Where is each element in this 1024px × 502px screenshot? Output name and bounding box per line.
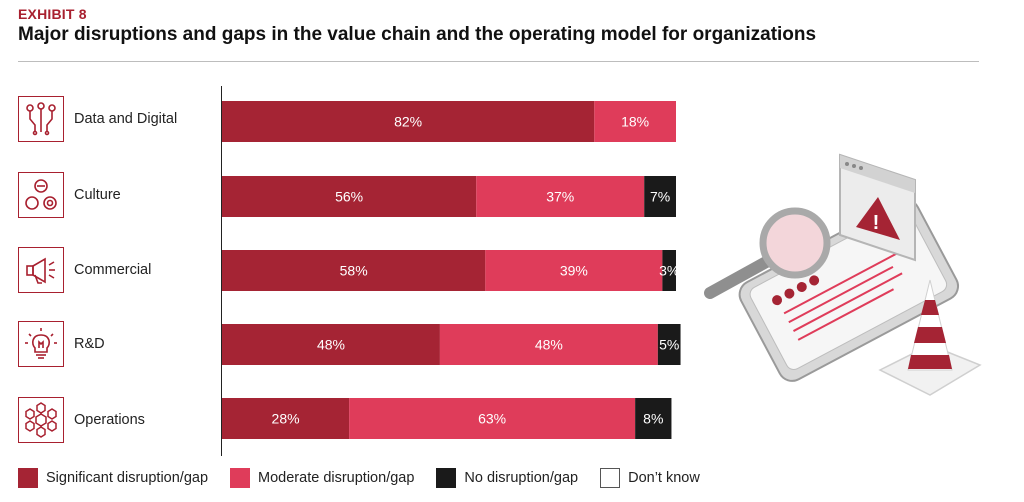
circuit-icon <box>18 96 64 142</box>
row-label-text: Operations <box>74 412 145 428</box>
row-label-culture: Culture <box>18 171 121 219</box>
bar-moderate <box>594 101 676 142</box>
megaphone-icon <box>18 247 64 293</box>
bar-moderate <box>439 324 658 365</box>
data-label: 18% <box>621 114 649 130</box>
bar-significant <box>222 250 486 291</box>
legend-item-moderate: Moderate disruption/gap <box>230 468 414 488</box>
legend-swatch <box>18 468 38 488</box>
row-label-rnd: R&D <box>18 320 105 368</box>
hexagon-network-icon <box>18 397 64 443</box>
bar-none <box>644 176 676 217</box>
svg-text:!: ! <box>873 212 880 234</box>
row-label-text: Culture <box>74 187 121 203</box>
title-divider <box>18 61 979 62</box>
chart-title: Major disruptions and gaps in the value … <box>18 24 817 45</box>
bar-none <box>662 250 676 291</box>
bar-moderate <box>485 250 663 291</box>
legend-item-dont-know: Don’t know <box>600 468 700 488</box>
phone-warning-illustration: ! <box>704 153 982 396</box>
y-axis-line <box>221 86 222 456</box>
data-label: 39% <box>560 263 588 279</box>
bar-significant <box>222 324 440 365</box>
legend-label: No disruption/gap <box>464 470 579 486</box>
legend-swatch <box>600 468 621 488</box>
data-label: 48% <box>535 337 563 353</box>
legend-label: Don’t know <box>628 470 700 486</box>
data-label: 56% <box>335 189 363 205</box>
data-label: 5% <box>659 337 679 353</box>
legend-item-none: No disruption/gap <box>436 468 578 488</box>
bar-significant <box>222 176 477 217</box>
row-label-text: Commercial <box>74 262 152 278</box>
data-label: 58% <box>340 263 368 279</box>
legend-label: Significant disruption/gap <box>46 470 209 486</box>
bar-moderate <box>476 176 645 217</box>
data-label: 37% <box>546 189 574 205</box>
row-label-text: Data and Digital <box>74 111 178 127</box>
bar-none <box>657 324 681 365</box>
bar-moderate <box>349 398 636 439</box>
data-label: 63% <box>478 411 506 427</box>
bar-significant <box>222 398 350 439</box>
exhibit-number: EXHIBIT 8 <box>18 6 87 22</box>
row-label-text: R&D <box>74 336 105 352</box>
bar-significant <box>222 101 595 142</box>
data-label: 8% <box>643 411 663 427</box>
data-label: 7% <box>650 189 670 205</box>
legend-swatch <box>230 468 251 488</box>
lightbulb-icon <box>18 321 64 367</box>
legend-label: Moderate disruption/gap <box>258 470 415 486</box>
traffic-cone-shape <box>878 279 982 396</box>
chart-legend: Significant disruption/gap Moderate disr… <box>18 468 722 488</box>
warning-window-shape: ! <box>839 153 916 262</box>
data-label: 82% <box>394 114 422 130</box>
legend-swatch <box>436 468 457 488</box>
data-label: 28% <box>272 411 300 427</box>
row-label-commercial: Commercial <box>18 246 151 294</box>
magnifier-shape <box>704 207 831 299</box>
people-circles-icon <box>18 172 64 218</box>
row-label-operations: Operations <box>18 396 145 444</box>
row-label-data-digital: Data and Digital <box>18 95 177 143</box>
data-label: 48% <box>317 337 345 353</box>
bar-none <box>635 398 672 439</box>
legend-item-significant: Significant disruption/gap <box>18 468 208 488</box>
data-label: 3% <box>659 263 679 279</box>
